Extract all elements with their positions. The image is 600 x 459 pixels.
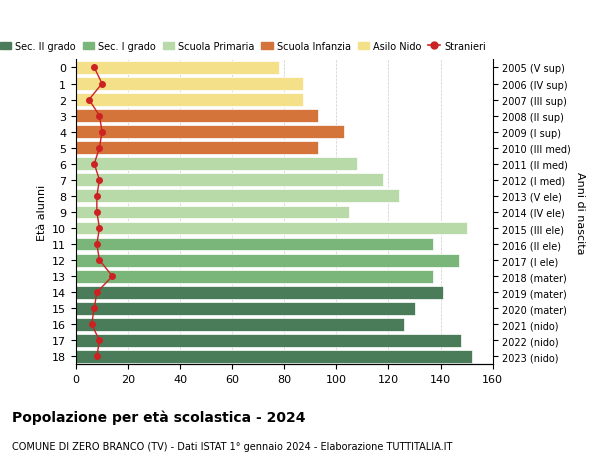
Bar: [76, 334, 461, 347]
Bar: [76, 206, 349, 219]
Bar: [76, 174, 383, 187]
Bar: [76, 190, 399, 203]
Bar: [76, 254, 459, 267]
Bar: [76, 270, 433, 283]
Y-axis label: Anni di nascita: Anni di nascita: [575, 171, 585, 254]
Bar: [76, 62, 279, 75]
Bar: [76, 94, 302, 107]
Bar: [76, 78, 302, 91]
Text: COMUNE DI ZERO BRANCO (TV) - Dati ISTAT 1° gennaio 2024 - Elaborazione TUTTITALI: COMUNE DI ZERO BRANCO (TV) - Dati ISTAT …: [12, 441, 452, 451]
Bar: [76, 222, 467, 235]
Bar: [76, 158, 357, 171]
Bar: [76, 318, 404, 331]
Bar: [76, 302, 415, 315]
Bar: [76, 350, 472, 363]
Bar: [76, 142, 318, 155]
Bar: [76, 286, 443, 299]
Bar: [76, 238, 433, 251]
Bar: [76, 110, 318, 123]
Y-axis label: Età alunni: Età alunni: [37, 185, 47, 241]
Text: Popolazione per età scolastica - 2024: Popolazione per età scolastica - 2024: [12, 410, 305, 425]
Legend: Sec. II grado, Sec. I grado, Scuola Primaria, Scuola Infanzia, Asilo Nido, Stran: Sec. II grado, Sec. I grado, Scuola Prim…: [0, 38, 490, 56]
Bar: [76, 126, 344, 139]
